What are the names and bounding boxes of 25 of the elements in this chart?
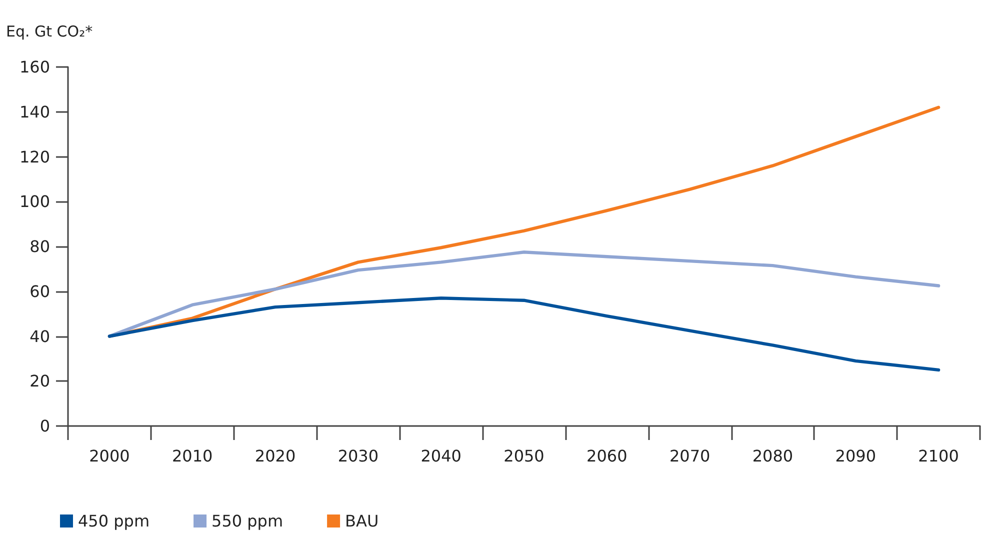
- x-tick-label: 2070: [669, 446, 710, 466]
- x-tick-label: 2040: [420, 446, 462, 466]
- y-tick-label: 20: [30, 372, 50, 391]
- x-tick-label: 2060: [586, 446, 628, 466]
- y-tick-label: 100: [19, 192, 50, 212]
- x-tick-label: 2080: [752, 446, 794, 466]
- x-tick-label: 2090: [835, 446, 876, 466]
- y-axis-title: Eq. Gt CO₂*: [6, 22, 94, 40]
- x-tick-label: 2020: [254, 446, 296, 466]
- y-tick-label: 0: [40, 416, 50, 436]
- legend-label: 450 ppm: [78, 512, 150, 530]
- x-tick-label: 2010: [172, 446, 213, 466]
- legend-label: 550 ppm: [212, 512, 284, 530]
- x-tick-label: 2000: [89, 446, 130, 466]
- y-tick-label: 140: [19, 102, 50, 122]
- y-tick-label: 160: [19, 58, 50, 76]
- y-tick-label: 80: [30, 237, 50, 256]
- y-tick-label: 40: [30, 326, 50, 346]
- y-tick-label: 60: [30, 282, 50, 301]
- y-tick-label: 120: [19, 147, 50, 166]
- line-series: [108, 296, 940, 372]
- x-tick-label: 2050: [504, 446, 544, 466]
- x-tick-label: 2100: [918, 446, 959, 466]
- x-tick-label: 2030: [338, 446, 379, 466]
- legend-label: BAU: [345, 512, 379, 530]
